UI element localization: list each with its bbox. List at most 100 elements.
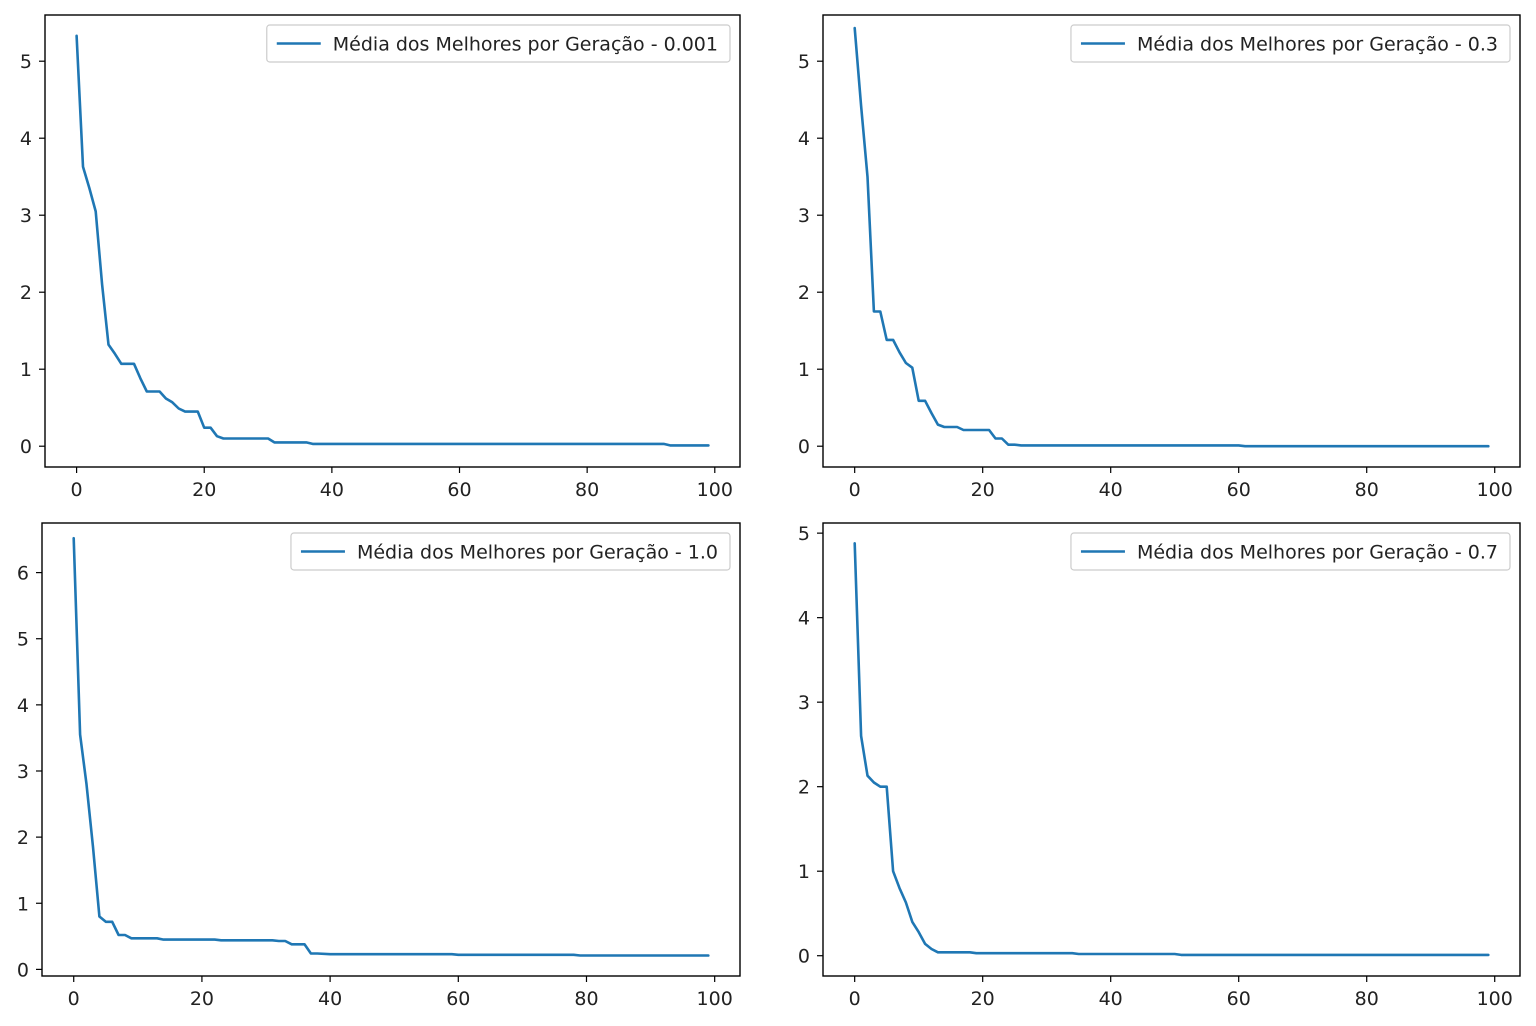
data-point [931,412,932,413]
data-point [127,363,128,364]
data-point [976,953,977,954]
data-point [330,954,331,955]
data-point [267,438,268,439]
data-point [108,344,109,345]
data-point [278,940,279,941]
legend-box [1070,532,1511,571]
data-point [663,443,664,444]
x-tick-label: 40 [318,988,342,1010]
data-point [905,362,906,363]
data-point [1020,445,1021,446]
data-point [1488,954,1489,955]
y-tick-label: 5 [798,523,810,545]
data-point [172,402,173,403]
x-tick-label: 60 [447,479,471,501]
data-point [184,411,185,412]
data-point [708,955,709,956]
data-point [153,391,154,392]
data-point [1001,438,1002,439]
legend-box [290,532,731,571]
data-point [86,784,87,785]
legend: Média dos Melhores por Geração - 0.001 [266,24,731,63]
y-tick-label: 1 [17,893,29,915]
data-point [931,948,932,949]
data-point [92,846,93,847]
data-point [860,105,861,106]
data-point [937,952,938,953]
x-tick-label: 0 [849,479,861,501]
plot-frame [41,522,741,977]
data-point [944,426,945,427]
x-tick-label: 40 [1099,479,1123,501]
data-point [963,429,964,430]
series-line [853,26,1490,448]
data-point [140,378,141,379]
x-tick-label: 80 [1355,988,1379,1010]
data-point [976,429,977,430]
data-point [312,443,313,444]
y-tick-label: 4 [20,128,32,150]
data-point [133,363,134,364]
chart-panel-top-left: 0 20 40 60 80 100 0 1 2 3 4 5 Média dos Melhores por… [20,14,741,501]
y-tick-label: 5 [798,51,810,73]
y-tick-label: 0 [798,946,810,968]
y-tick-label: 3 [798,205,810,227]
data-point [204,427,205,428]
data-point [918,931,919,932]
y-tick-label: 3 [798,692,810,714]
data-point [969,429,970,430]
data-point [918,400,919,401]
data-point [1238,445,1239,446]
data-point [988,429,989,430]
data-point [210,427,211,428]
data-point [146,391,147,392]
chart-panel-bottom-left: 0 20 40 60 80 100 0 1 2 3 4 5 6 Média dos Melhores po… [17,522,741,1010]
series-line [72,536,710,957]
data-point [912,367,913,368]
data-point [1488,446,1489,447]
data-point [573,954,574,955]
y-tick-label: 4 [798,128,810,150]
data-point [873,782,874,783]
data-point [291,944,292,945]
data-point [892,339,893,340]
x-tick-label: 60 [446,988,470,1010]
data-point [297,944,298,945]
chart-panel-top-right: 0 20 40 60 80 100 0 1 2 3 4 5 Média dos Melhores por… [798,14,1521,501]
data-point [924,943,925,944]
legend-box [1070,24,1511,63]
y-tick-label: 1 [798,359,810,381]
data-point [880,311,881,312]
data-point [867,176,868,177]
data-point [956,426,957,427]
data-point [867,775,868,776]
series-line [75,34,710,447]
x-tick-label: 60 [1227,988,1251,1010]
y-tick-label: 2 [20,282,32,304]
data-point [80,734,81,735]
data-point [137,938,138,939]
legend: Média dos Melhores por Geração - 0.7 [1070,532,1511,571]
y-tick-label: 3 [17,761,29,783]
x-tick-label: 80 [575,479,599,501]
legend: Média dos Melhores por Geração - 1.0 [290,532,731,571]
data-point [1245,446,1246,447]
data-point [458,954,459,955]
data-point [1174,953,1175,954]
data-point [131,938,132,939]
data-point [950,426,951,427]
data-point [178,408,179,409]
y-tick-label: 3 [20,205,32,227]
data-point [579,955,580,956]
x-tick-label: 100 [1477,479,1513,501]
data-point [1072,953,1073,954]
x-tick-label: 80 [574,988,598,1010]
x-tick-label: 20 [971,479,995,501]
data-point [124,934,125,935]
data-point [854,543,855,544]
data-point [1008,444,1009,445]
data-point [118,934,119,935]
data-point [924,400,925,401]
data-point [873,311,874,312]
